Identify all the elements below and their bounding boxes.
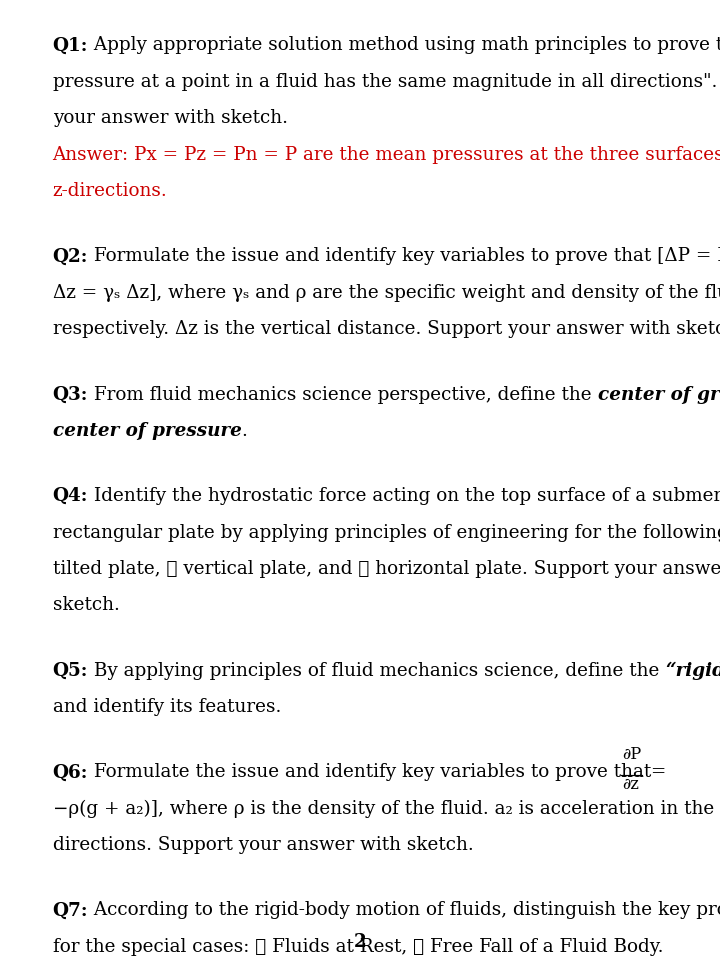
- Text: From fluid mechanics science perspective, define the: From fluid mechanics science perspective…: [88, 386, 598, 404]
- Text: respectively. Δz is the vertical distance. Support your answer with sketch.: respectively. Δz is the vertical distanc…: [53, 320, 720, 339]
- Text: z-directions.: z-directions.: [53, 182, 167, 200]
- Text: Q6:: Q6:: [53, 763, 88, 782]
- Text: your answer with sketch.: your answer with sketch.: [53, 109, 287, 128]
- Text: pressure at a point in a fluid has the same magnitude in all directions". Suppor: pressure at a point in a fluid has the s…: [53, 73, 720, 91]
- Text: center of pressure: center of pressure: [53, 422, 241, 440]
- Text: Q1:: Q1:: [53, 36, 88, 55]
- Text: Q4:: Q4:: [53, 487, 88, 505]
- Text: Formulate the issue and identify key variables to prove that: Formulate the issue and identify key var…: [88, 763, 652, 782]
- Text: ∂P: ∂P: [622, 746, 641, 763]
- Text: tilted plate, ② vertical plate, and ③ horizontal plate. Support your answer with: tilted plate, ② vertical plate, and ③ ho…: [53, 560, 720, 578]
- Text: “rigid-body”: “rigid-body”: [665, 662, 720, 680]
- Text: directions. Support your answer with sketch.: directions. Support your answer with ske…: [53, 836, 473, 854]
- Text: According to the rigid-body motion of fluids, distinguish the key properties: According to the rigid-body motion of fl…: [88, 901, 720, 920]
- Text: Q3:: Q3:: [53, 386, 88, 404]
- Text: for the special cases: ① Fluids at Rest, ② Free Fall of a Fluid Body.: for the special cases: ① Fluids at Rest,…: [53, 938, 663, 956]
- Text: Apply appropriate solution method using math principles to prove that "the: Apply appropriate solution method using …: [88, 36, 720, 55]
- Text: Δz = γₛ Δz], where γₛ and ρ are the specific weight and density of the fluid,: Δz = γₛ Δz], where γₛ and ρ are the spec…: [53, 284, 720, 302]
- Text: Q2:: Q2:: [53, 247, 88, 266]
- Text: ∂z: ∂z: [622, 776, 639, 793]
- Text: −ρ(g + a₂)], where ρ is the density of the fluid. a₂ is acceleration in the z-: −ρ(g + a₂)], where ρ is the density of t…: [53, 800, 720, 818]
- Text: By applying principles of fluid mechanics science, define the: By applying principles of fluid mechanic…: [88, 662, 665, 680]
- Text: 2: 2: [354, 933, 366, 951]
- Text: =: =: [645, 763, 667, 782]
- Text: Identify the hydrostatic force acting on the top surface of a submerged: Identify the hydrostatic force acting on…: [88, 487, 720, 505]
- Text: .: .: [241, 422, 247, 440]
- Text: and identify its features.: and identify its features.: [53, 698, 281, 716]
- Text: Answer: Px = Pz = Pn = P are the mean pressures at the three surfaces in the x- : Answer: Px = Pz = Pn = P are the mean pr…: [53, 146, 720, 164]
- Text: Q5:: Q5:: [53, 662, 88, 680]
- Text: Formulate the issue and identify key variables to prove that [ΔP = P₂ - P₁ = ρg: Formulate the issue and identify key var…: [88, 247, 720, 266]
- Text: center of gravity: center of gravity: [598, 386, 720, 404]
- Text: rectangular plate by applying principles of engineering for the following cases:: rectangular plate by applying principles…: [53, 524, 720, 542]
- Text: sketch.: sketch.: [53, 596, 120, 615]
- Text: Q7:: Q7:: [53, 901, 88, 920]
